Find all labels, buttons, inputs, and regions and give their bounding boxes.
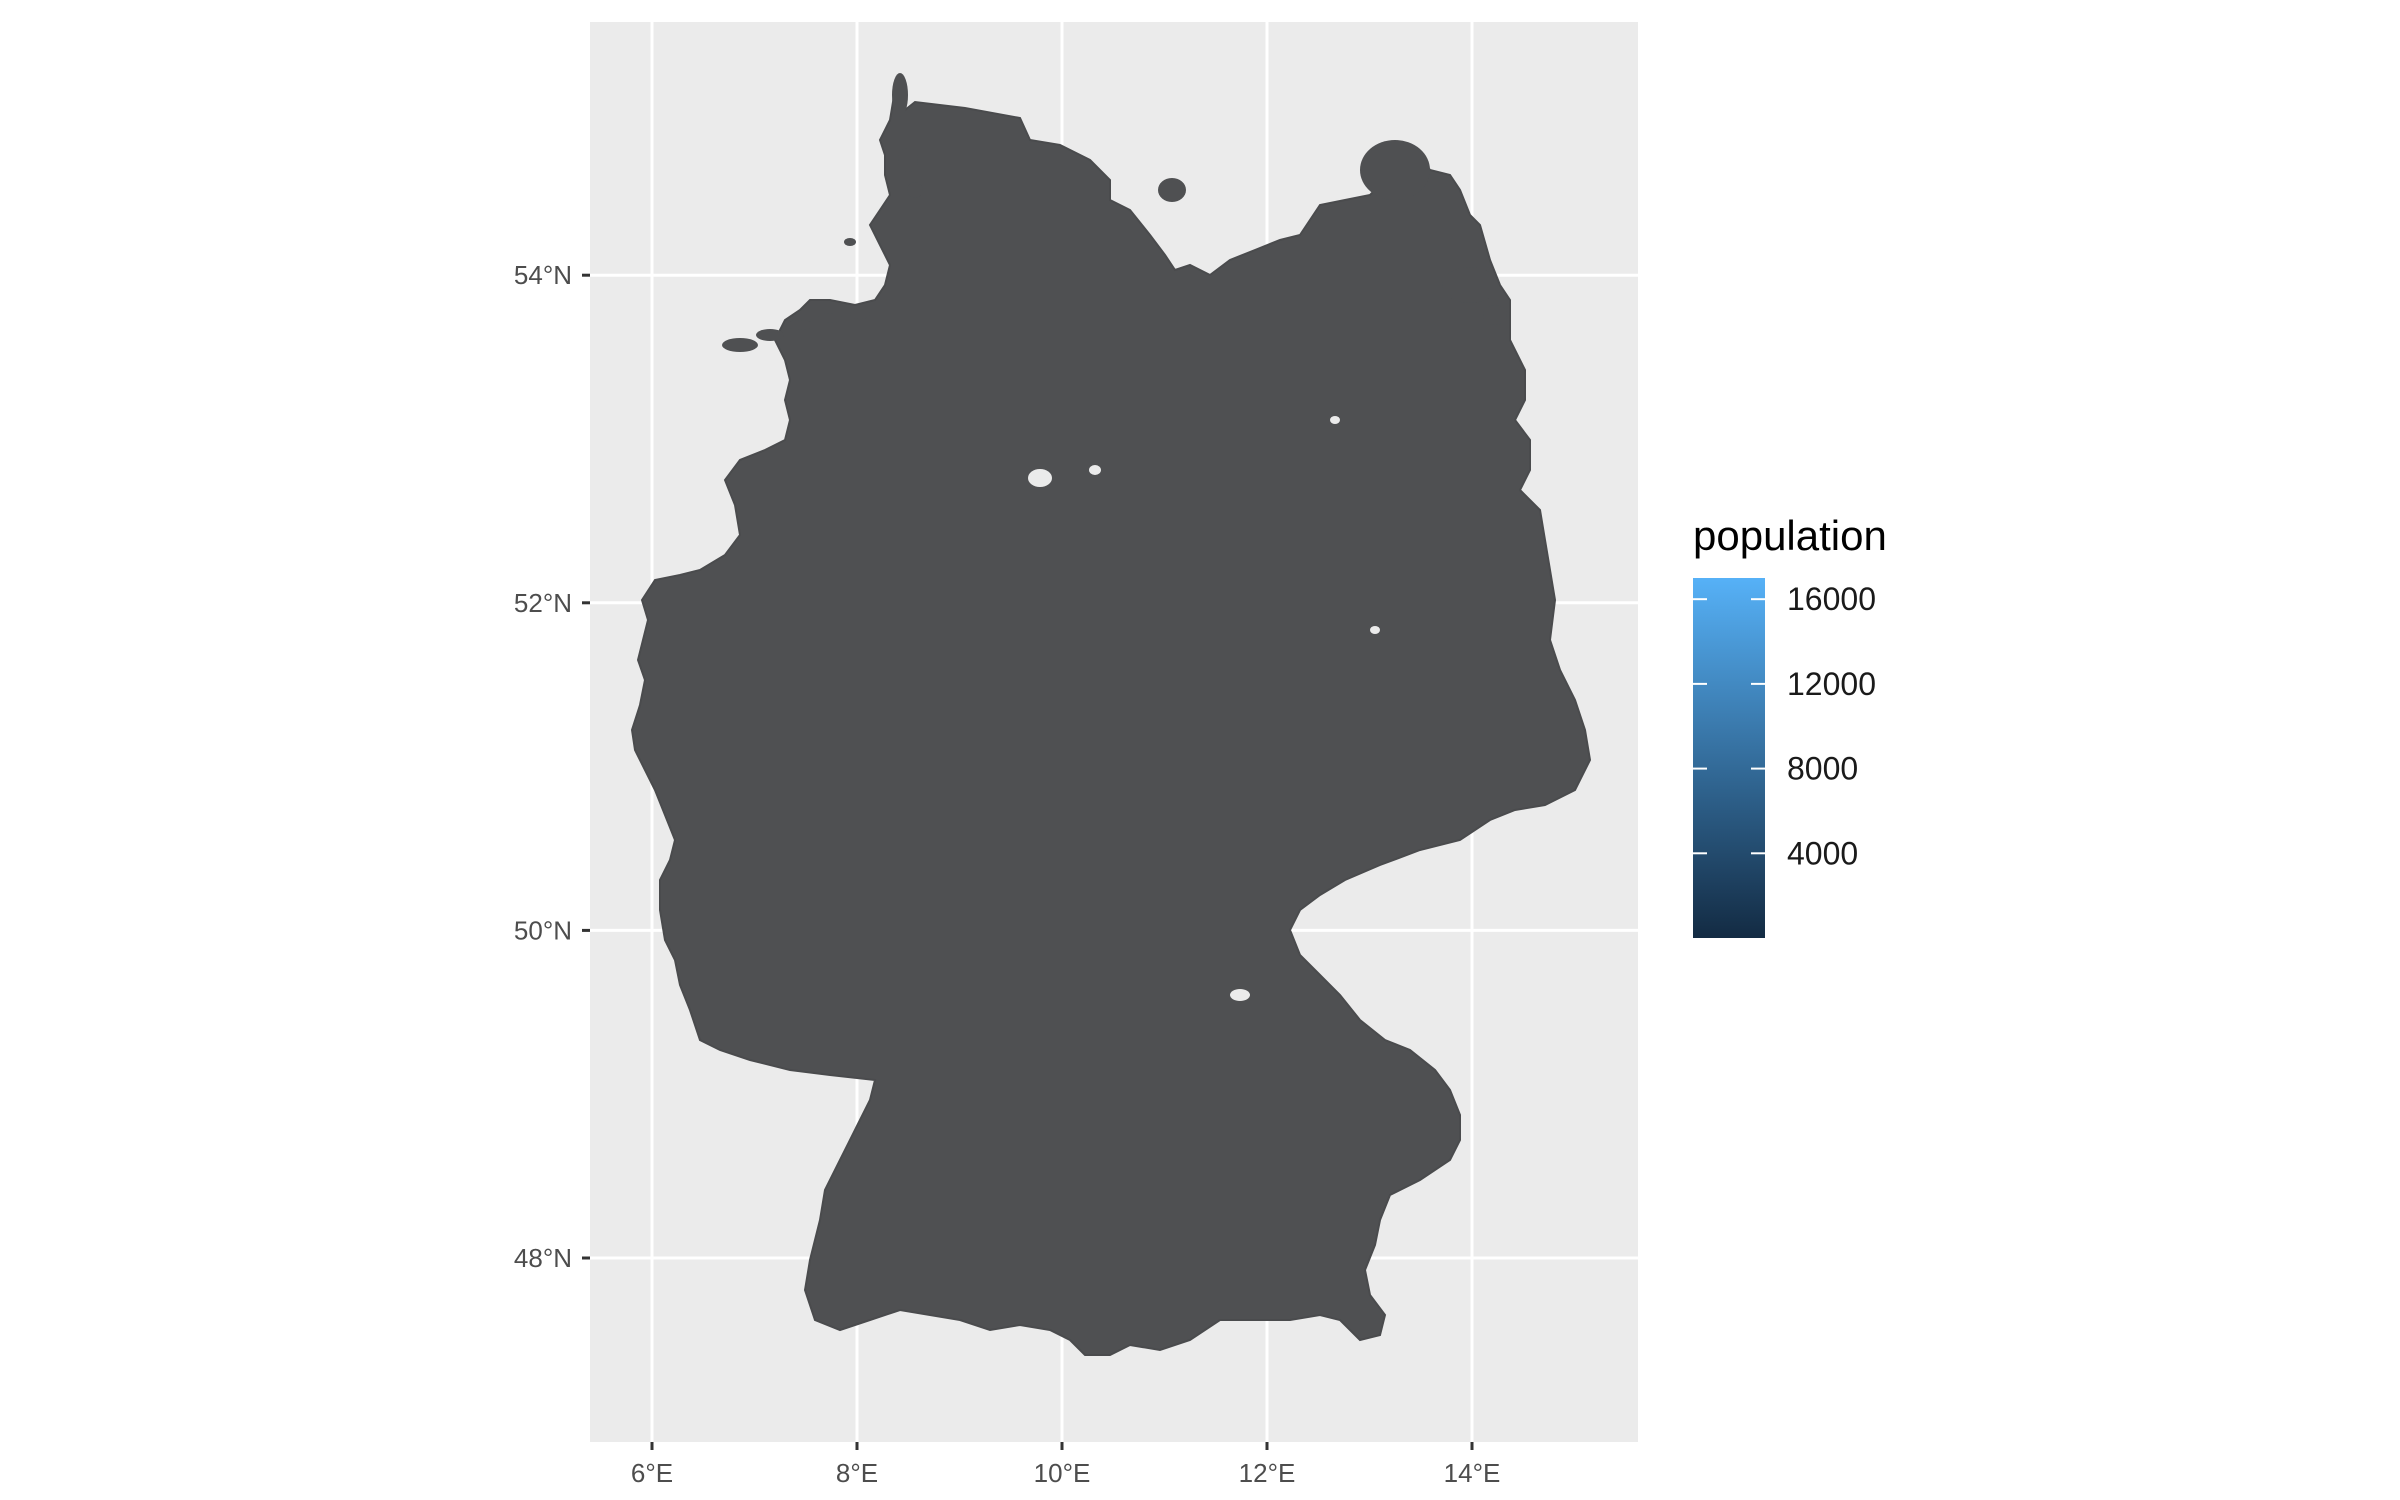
colorbar-label: 12000	[1787, 666, 1876, 702]
legend-title: population	[1693, 512, 1887, 559]
x-tick-label: 12°E	[1239, 1458, 1296, 1488]
y-axis: 48°N 50°N 52°N 54°N	[514, 260, 590, 1273]
germany-map	[630, 86, 1592, 1356]
x-axis: 6°E 8°E 10°E 12°E 14°E	[631, 1442, 1500, 1488]
legend: population 4000 8000 12000 16000	[1693, 512, 1887, 938]
x-tick-label: 6°E	[631, 1458, 673, 1488]
colorbar-label: 4000	[1787, 835, 1858, 871]
map-islands	[722, 73, 1507, 352]
x-tick-label: 10°E	[1034, 1458, 1091, 1488]
colorbar	[1693, 578, 1765, 938]
y-tick-label: 52°N	[514, 588, 572, 618]
map-lakes	[1028, 416, 1380, 1001]
x-tick-label: 8°E	[836, 1458, 878, 1488]
colorbar-label: 16000	[1787, 581, 1876, 617]
colorbar-label: 8000	[1787, 751, 1858, 787]
y-tick-label: 50°N	[514, 915, 572, 945]
x-tick-label: 14°E	[1444, 1458, 1501, 1488]
y-tick-label: 54°N	[514, 260, 572, 290]
colorbar-ticks: 4000 8000 12000 16000	[1693, 581, 1876, 871]
y-tick-label: 48°N	[514, 1243, 572, 1273]
